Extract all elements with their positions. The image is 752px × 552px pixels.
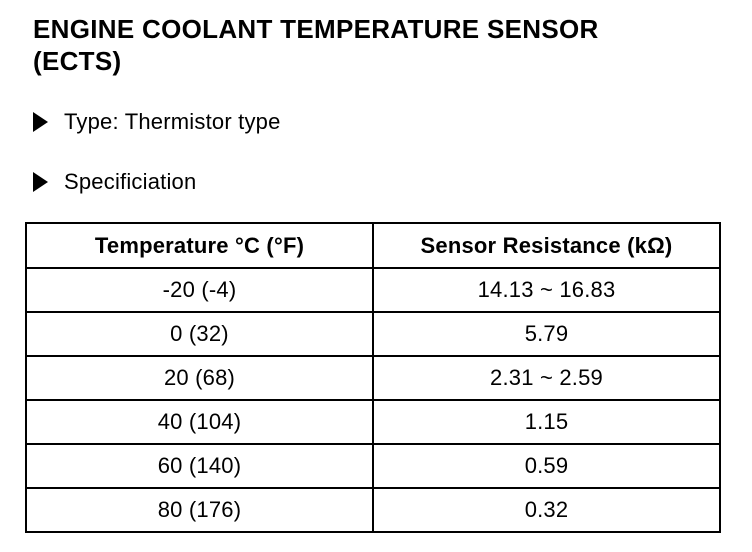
- temperature-cell: 20 (68): [25, 355, 374, 401]
- resistance-cell: 1.15: [372, 399, 721, 445]
- page-title-line-1: ENGINE COOLANT TEMPERATURE SENSOR: [33, 14, 599, 44]
- table-row: 0 (32) 5.79: [25, 311, 721, 357]
- page-title: ENGINE COOLANT TEMPERATURE SENSOR (ECTS): [33, 13, 725, 77]
- temperature-cell: -20 (-4): [25, 267, 374, 313]
- page-title-line-2: (ECTS): [33, 46, 122, 76]
- bullet-item-type: Type: Thermistor type: [33, 109, 725, 135]
- table-row: 20 (68) 2.31 ~ 2.59: [25, 355, 721, 401]
- table-row: 60 (140) 0.59: [25, 443, 721, 489]
- table-header-row: Temperature °C (°F) Sensor Resistance (k…: [25, 222, 721, 269]
- table-row: 80 (176) 0.32: [25, 487, 721, 533]
- table-header-temperature: Temperature °C (°F): [25, 222, 374, 269]
- temperature-cell: 80 (176): [25, 487, 374, 533]
- temperature-cell: 40 (104): [25, 399, 374, 445]
- bullet-triangle-icon: [33, 172, 48, 192]
- temperature-cell: 60 (140): [25, 443, 374, 489]
- spec-table: Temperature °C (°F) Sensor Resistance (k…: [25, 222, 721, 533]
- bullet-item-type-label: Type: Thermistor type: [64, 109, 281, 134]
- table-header-resistance: Sensor Resistance (kΩ): [372, 222, 721, 269]
- resistance-cell: 0.32: [372, 487, 721, 533]
- table-row: 40 (104) 1.15: [25, 399, 721, 445]
- bullet-item-specification-label: Specificiation: [64, 169, 197, 194]
- resistance-cell: 14.13 ~ 16.83: [372, 267, 721, 313]
- resistance-cell: 5.79: [372, 311, 721, 357]
- bullet-item-specification: Specificiation: [33, 169, 725, 195]
- table-row: -20 (-4) 14.13 ~ 16.83: [25, 267, 721, 313]
- resistance-cell: 0.59: [372, 443, 721, 489]
- resistance-cell: 2.31 ~ 2.59: [372, 355, 721, 401]
- temperature-cell: 0 (32): [25, 311, 374, 357]
- bullet-triangle-icon: [33, 112, 48, 132]
